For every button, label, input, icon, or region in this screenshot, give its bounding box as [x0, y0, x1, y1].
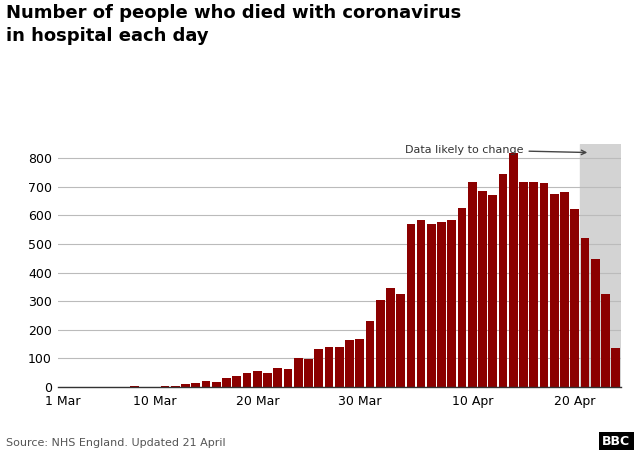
Text: Source: NHS England. Updated 21 April: Source: NHS England. Updated 21 April — [6, 438, 226, 448]
Bar — [529, 182, 538, 387]
Bar — [560, 192, 569, 387]
Bar — [202, 381, 211, 387]
Bar — [212, 382, 221, 387]
Bar — [161, 386, 170, 387]
Bar — [580, 238, 589, 387]
Bar — [458, 208, 467, 387]
Bar — [468, 182, 477, 387]
Bar — [273, 369, 282, 387]
Bar — [478, 191, 487, 387]
Bar — [488, 194, 497, 387]
Bar — [396, 293, 405, 387]
Bar — [540, 184, 548, 387]
Bar — [591, 259, 600, 387]
Bar — [294, 358, 303, 387]
Bar — [601, 294, 610, 387]
Bar — [376, 300, 385, 387]
Bar — [263, 374, 272, 387]
Bar — [355, 339, 364, 387]
Bar — [232, 376, 241, 387]
Bar — [427, 225, 436, 387]
Bar — [253, 371, 262, 387]
Bar — [580, 144, 626, 387]
Bar — [437, 222, 446, 387]
Bar — [324, 347, 333, 387]
Bar — [406, 225, 415, 387]
Bar — [509, 153, 518, 387]
Bar — [304, 359, 313, 387]
Text: BBC: BBC — [602, 435, 630, 448]
Bar — [519, 182, 528, 387]
Bar — [345, 340, 354, 387]
Bar — [284, 369, 292, 387]
Bar — [243, 373, 252, 387]
Bar — [335, 346, 344, 387]
Bar — [314, 349, 323, 387]
Bar — [181, 384, 190, 387]
Bar — [365, 321, 374, 387]
Bar — [191, 383, 200, 387]
Bar — [386, 288, 395, 387]
Bar — [570, 209, 579, 387]
Bar — [222, 378, 231, 387]
Bar — [171, 386, 180, 387]
Bar — [611, 347, 620, 387]
Bar — [499, 174, 508, 387]
Bar — [550, 194, 559, 387]
Text: Data likely to change: Data likely to change — [405, 145, 586, 155]
Text: Number of people who died with coronavirus
in hospital each day: Number of people who died with coronavir… — [6, 4, 461, 45]
Bar — [447, 220, 456, 387]
Bar — [417, 220, 426, 387]
